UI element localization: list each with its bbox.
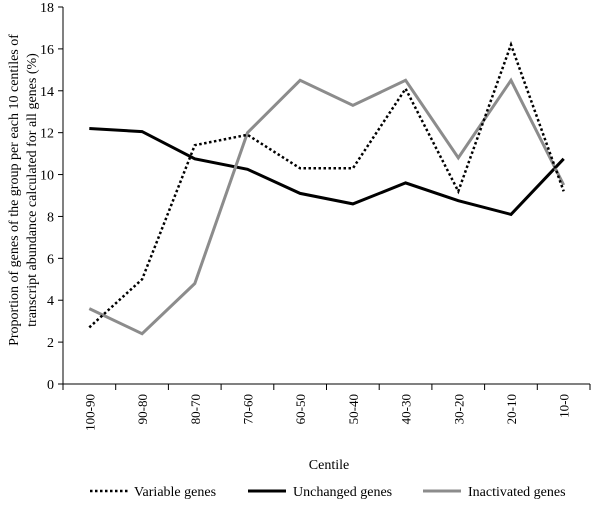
legend-label-inactivated-genes: Inactivated genes [468,485,566,500]
y-axis-title: Proportion of genes of the group per eac… [7,34,40,346]
legend: Variable genes Unchanged genes Inactivated… [90,485,566,500]
x-tick-label: 50-40 [346,394,361,424]
y-tick-label: 16 [40,43,54,58]
series-line-variable-genes [88,41,565,329]
y-tick-label: 12 [40,127,54,142]
x-tick-label: 30-20 [451,394,466,424]
y-tick-label: 6 [47,252,54,267]
x-tick-label: 10-0 [557,394,572,418]
x-tick-label: 70-60 [240,394,255,424]
x-axis-title: Centile [309,458,349,473]
x-tick-label: 100-90 [82,394,97,431]
y-tick-label: 2 [47,336,54,351]
y-tick-label: 18 [40,1,54,16]
y-axis-title-line-1: Proportion of genes of the group per eac… [7,34,22,346]
series-line-inactivated-genes [88,77,566,336]
series-line-unchanged-genes [89,127,565,217]
y-tick-label: 4 [47,294,54,309]
x-tick-label: 90-80 [135,394,150,424]
legend-label-variable-genes: Variable genes [134,485,216,500]
legend-label-unchanged-genes: Unchanged genes [293,485,392,500]
y-tick-label: 10 [40,169,54,184]
x-tick-label: 60-50 [293,394,308,424]
y-tick-label: 0 [47,378,54,393]
x-tick-label: 40-30 [399,394,414,424]
y-tick-label: 14 [40,85,54,100]
plot-area: 0 2 4 6 8 10 12 14 16 18 100-90 90-80 80-70 70-60 60-5… [40,1,591,431]
x-tick-label: 20-10 [504,394,519,424]
y-tick-label: 8 [47,210,54,225]
y-axis-title-line-2: transcript abundance calculated for all … [25,53,40,327]
x-tick-label: 80-70 [188,394,203,424]
